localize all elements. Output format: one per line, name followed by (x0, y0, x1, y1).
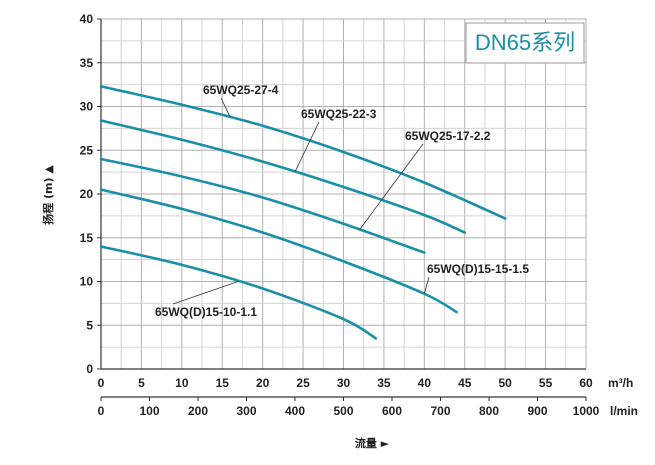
x-tick-label: 55 (539, 376, 553, 390)
series-label: 65WQ25-22-3 (301, 107, 377, 121)
y-tick-label: 20 (80, 187, 94, 201)
x-tick-label: 60 (579, 376, 593, 390)
x2-tick-label: 800 (479, 404, 499, 418)
y-axis-title: 扬程 (m) ▲ (41, 165, 55, 225)
grid-layer (100, 18, 587, 370)
series-label: 65WQ(D)15-10-1.1 (155, 305, 257, 319)
y-tick-label: 5 (86, 318, 93, 332)
series-label-leader (294, 121, 320, 172)
x2-tick-label: 100 (139, 404, 159, 418)
x2-tick-label: 900 (527, 404, 547, 418)
series-label: 65WQ25-17-2.2 (405, 129, 491, 143)
x-tick-label: 5 (138, 376, 145, 390)
x2-tick-label: 300 (236, 404, 256, 418)
x-tick-label: 40 (418, 376, 432, 390)
x-tick-label: 15 (216, 376, 230, 390)
x2-tick-label: 400 (285, 404, 305, 418)
x-axis-title: 流量 ► (355, 436, 390, 450)
x2-tick-label: 500 (333, 404, 353, 418)
chart-title-box: DN65系列 (465, 22, 585, 64)
series-label-leader (423, 276, 430, 294)
x-unit-lmin: l/min (610, 404, 638, 418)
x-tick-label: 0 (98, 376, 105, 390)
series-layer (99, 85, 507, 340)
x2-tick-label: 200 (188, 404, 208, 418)
series-line (99, 157, 426, 254)
x-tick-label: 20 (256, 376, 270, 390)
x-tick-label: 10 (175, 376, 189, 390)
y-tick-label: 15 (80, 231, 94, 245)
series-label-leader (359, 143, 424, 230)
x-tick-label: 25 (296, 376, 310, 390)
series-line (99, 188, 458, 314)
series-label-leader (220, 97, 231, 118)
y-tick-label: 10 (80, 275, 94, 289)
series-label: 65WQ25-27-4 (203, 83, 279, 97)
x2-tick-label: 0 (98, 404, 105, 418)
series-label-leader (172, 281, 239, 305)
chart-title: DN65系列 (475, 30, 575, 55)
x-tick-label: 45 (458, 376, 472, 390)
x2-tick-label: 1000 (573, 404, 600, 418)
y-tick-label: 25 (80, 143, 94, 157)
y-tick-label: 40 (80, 12, 94, 26)
y-tick-label: 30 (80, 100, 94, 114)
x2-tick-label: 700 (430, 404, 450, 418)
x-tick-label: 50 (498, 376, 512, 390)
x-unit-m3h: m³/h (608, 376, 633, 390)
x-tick-label: 35 (377, 376, 391, 390)
x2-tick-label: 600 (382, 404, 402, 418)
series-line (99, 85, 507, 220)
label-layer: 65WQ25-27-4 65WQ25-22-3 65WQ25-17-2.2 65WQ(… (155, 83, 529, 319)
y-tick-label: 0 (86, 362, 93, 376)
y-tick-label: 35 (80, 56, 94, 70)
x-tick-label: 30 (337, 376, 351, 390)
series-label: 65WQ(D)15-15-1.5 (427, 262, 529, 276)
series-line (99, 245, 378, 340)
